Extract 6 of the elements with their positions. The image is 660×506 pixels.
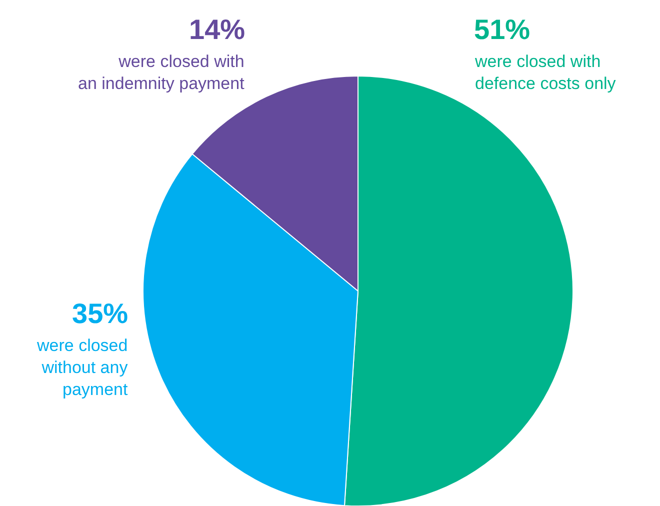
slice-label: were closed with an indemnity payment bbox=[78, 52, 245, 94]
slice-label: were closed without any payment bbox=[36, 336, 128, 400]
data-label: 35% bbox=[72, 298, 128, 329]
slice-label: were closed with defence costs only bbox=[474, 52, 616, 94]
data-label: 14% bbox=[189, 14, 246, 45]
data-label: 51% bbox=[474, 14, 530, 45]
